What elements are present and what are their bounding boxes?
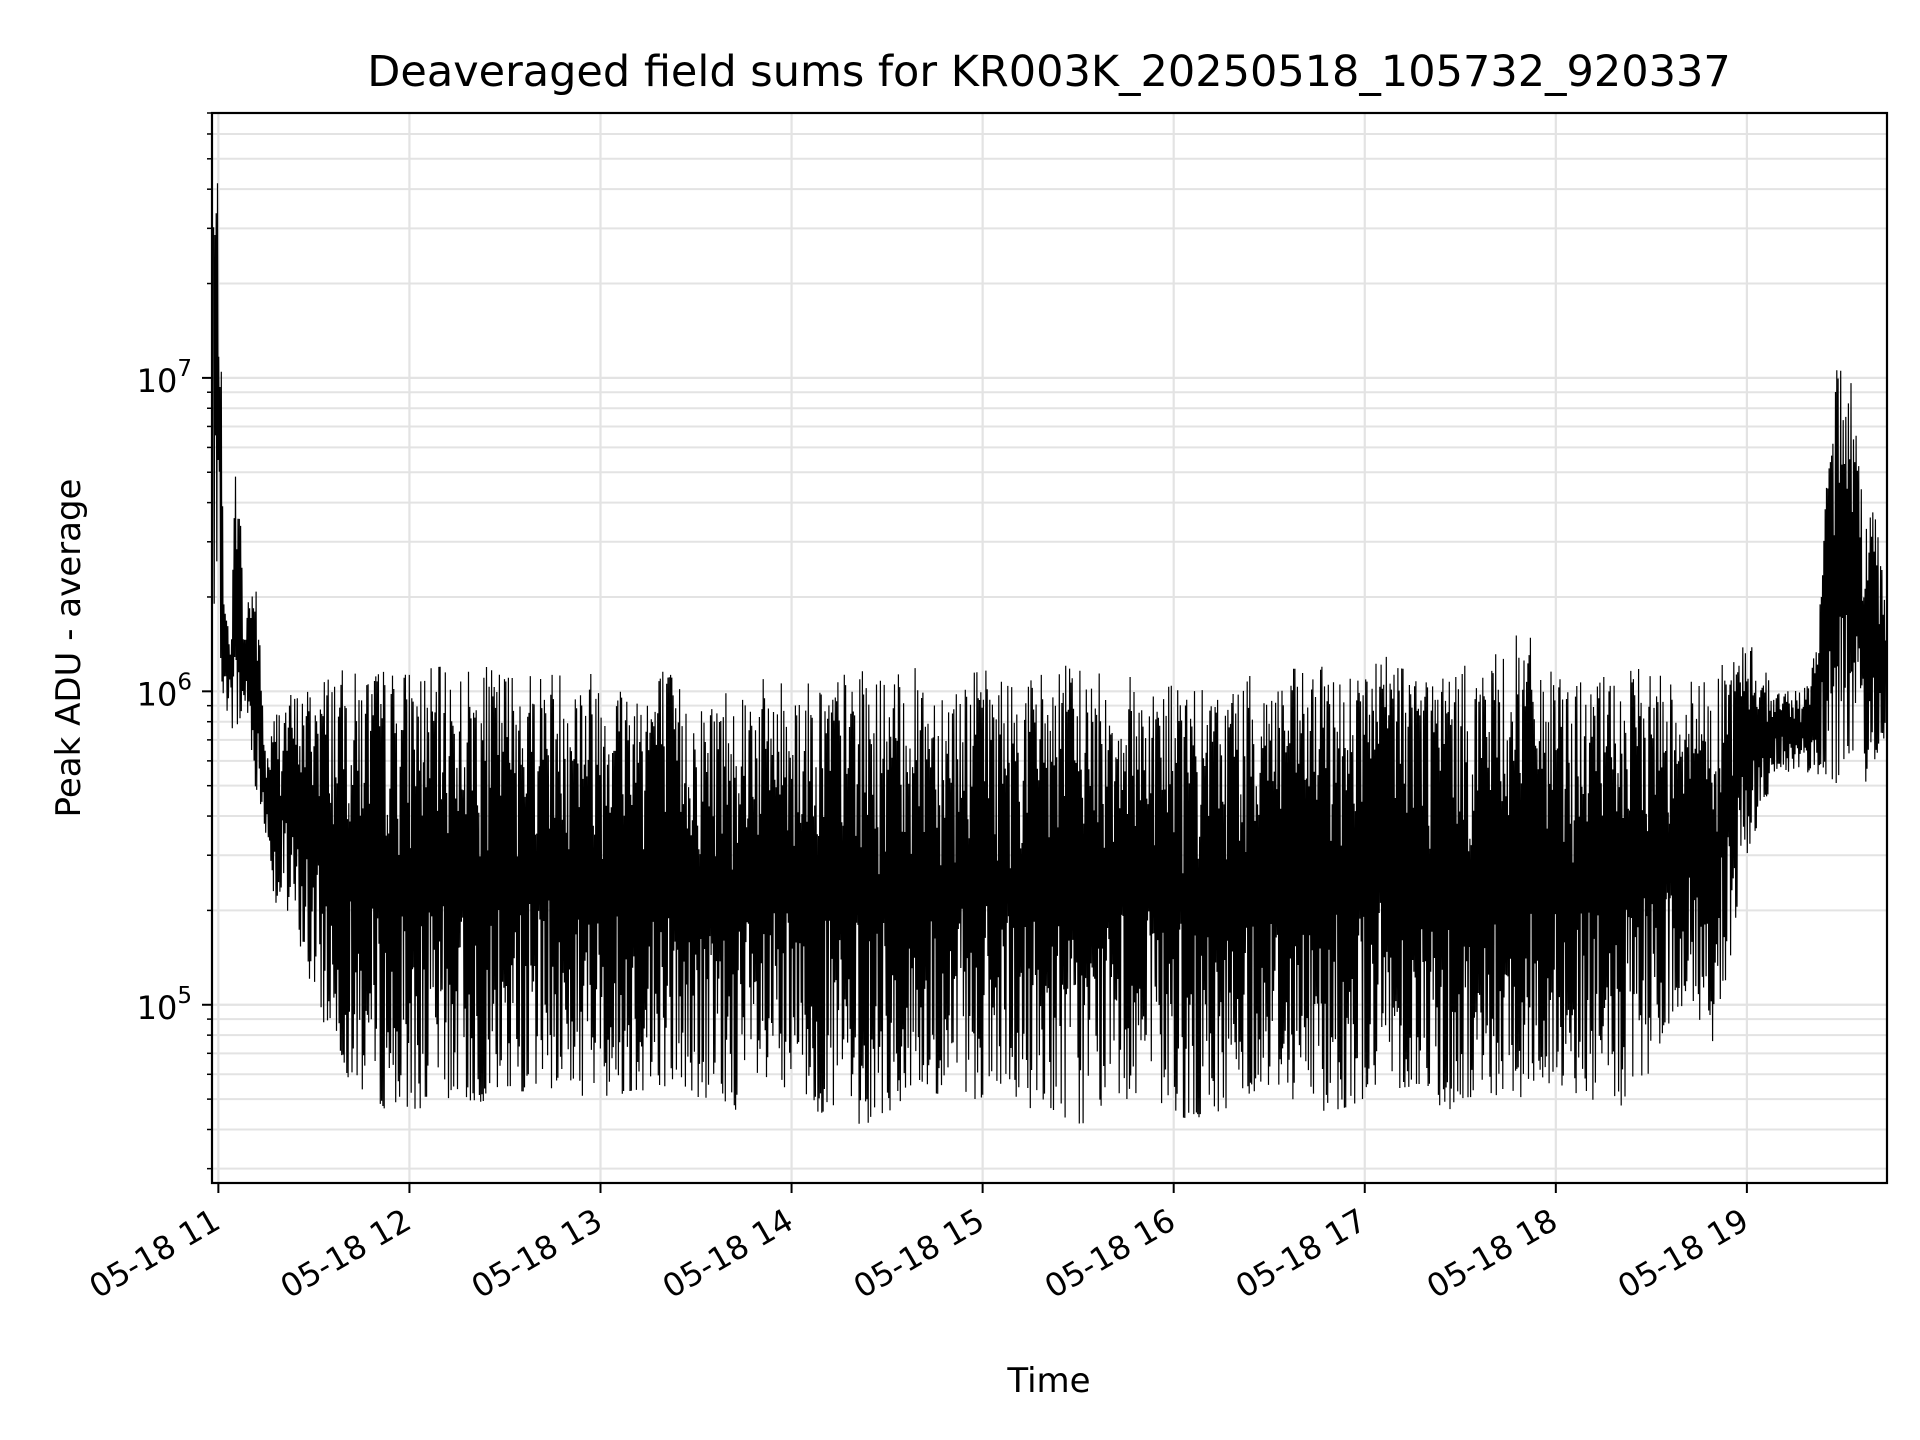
x-tick-label: 05-18 14 <box>656 1201 800 1306</box>
x-tick-label: 05-18 15 <box>847 1201 991 1306</box>
x-tick-label: 05-18 17 <box>1229 1201 1373 1306</box>
y-tick-label: 107 <box>137 356 192 400</box>
y-tick-label: 105 <box>137 983 192 1027</box>
y-axis-ticks: 105 106 107 <box>137 112 212 1170</box>
plot-frame <box>210 111 1889 1185</box>
x-tick-label: 05-18 19 <box>1611 1201 1755 1306</box>
series-line <box>213 183 1888 1124</box>
x-tick-label: 05-18 13 <box>465 1201 609 1306</box>
x-tick-label: 05-18 16 <box>1038 1201 1182 1306</box>
x-axis-ticks: 05-18 11 05-18 12 05-18 13 05-18 14 05-18 15… <box>83 1183 1755 1306</box>
x-tick-label: 05-18 11 <box>83 1201 227 1306</box>
y-tick-label: 106 <box>137 669 192 713</box>
x-tick-label: 05-18 12 <box>274 1201 418 1306</box>
x-tick-label: 05-18 18 <box>1420 1201 1564 1306</box>
x-axis-label: Time <box>1006 1361 1090 1401</box>
chart-title: Deaveraged field sums for KR003K_2025051… <box>367 47 1730 97</box>
series-line-group <box>213 183 1888 1124</box>
y-axis-label: Peak ADU - average <box>49 479 89 818</box>
